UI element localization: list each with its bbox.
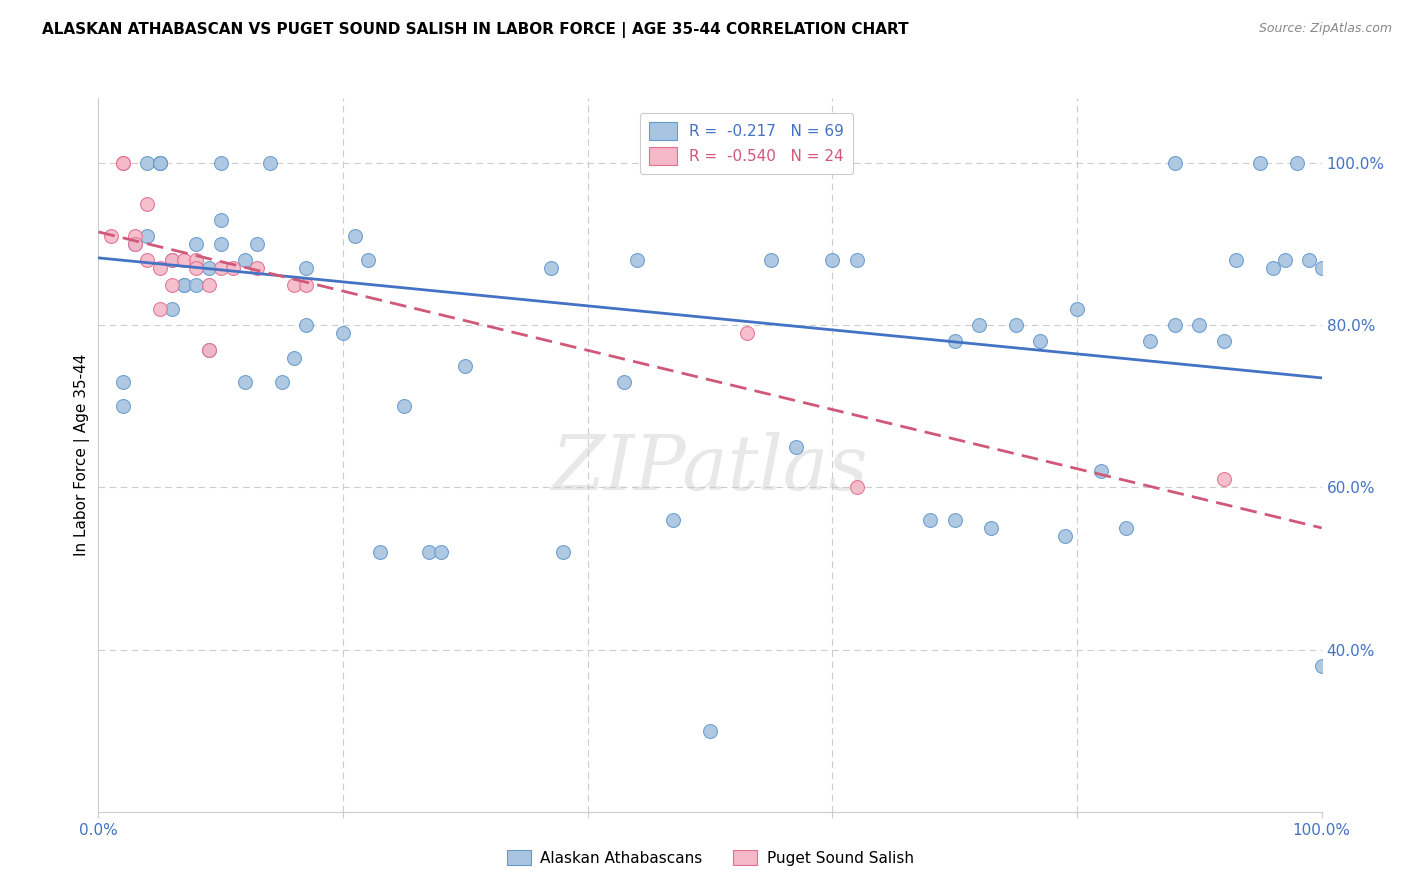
- Point: [1164, 156, 1187, 170]
- Point: [173, 277, 195, 292]
- Point: [197, 261, 219, 276]
- Point: [430, 545, 453, 559]
- Point: [626, 253, 648, 268]
- Point: [197, 277, 219, 292]
- Point: [295, 261, 318, 276]
- Point: [173, 253, 195, 268]
- Point: [332, 326, 354, 341]
- Text: ZIPatlas: ZIPatlas: [551, 433, 869, 506]
- Point: [1139, 334, 1161, 349]
- Point: [111, 156, 134, 170]
- Point: [980, 521, 1002, 535]
- Point: [1225, 253, 1247, 268]
- Point: [1164, 318, 1187, 333]
- Legend: Alaskan Athabascans, Puget Sound Salish: Alaskan Athabascans, Puget Sound Salish: [501, 844, 920, 871]
- Point: [209, 212, 232, 227]
- Point: [295, 277, 318, 292]
- Point: [136, 253, 159, 268]
- Point: [259, 156, 281, 170]
- Point: [943, 334, 966, 349]
- Point: [1090, 464, 1112, 478]
- Point: [111, 399, 134, 413]
- Text: Source: ZipAtlas.com: Source: ZipAtlas.com: [1258, 22, 1392, 36]
- Text: ALASKAN ATHABASCAN VS PUGET SOUND SALISH IN LABOR FORCE | AGE 35-44 CORRELATION : ALASKAN ATHABASCAN VS PUGET SOUND SALISH…: [42, 22, 908, 38]
- Point: [540, 261, 562, 276]
- Point: [1261, 261, 1284, 276]
- Point: [160, 277, 183, 292]
- Point: [418, 545, 440, 559]
- Point: [1274, 253, 1296, 268]
- Point: [186, 237, 208, 252]
- Point: [821, 253, 844, 268]
- Point: [1188, 318, 1211, 333]
- Point: [124, 237, 146, 252]
- Point: [662, 513, 685, 527]
- Point: [1066, 301, 1088, 316]
- Point: [454, 359, 477, 373]
- Point: [1115, 521, 1137, 535]
- Point: [197, 343, 219, 357]
- Point: [845, 253, 868, 268]
- Point: [233, 253, 256, 268]
- Point: [197, 343, 219, 357]
- Point: [209, 261, 232, 276]
- Point: [186, 261, 208, 276]
- Point: [368, 545, 391, 559]
- Point: [1310, 658, 1333, 673]
- Point: [100, 229, 122, 244]
- Y-axis label: In Labor Force | Age 35-44: In Labor Force | Age 35-44: [75, 354, 90, 556]
- Point: [920, 513, 942, 527]
- Point: [344, 229, 367, 244]
- Point: [136, 156, 159, 170]
- Point: [283, 277, 305, 292]
- Point: [270, 375, 294, 389]
- Point: [111, 375, 134, 389]
- Point: [173, 277, 195, 292]
- Point: [785, 440, 807, 454]
- Point: [160, 253, 183, 268]
- Point: [186, 277, 208, 292]
- Point: [124, 229, 146, 244]
- Point: [1286, 156, 1309, 170]
- Point: [149, 156, 172, 170]
- Point: [209, 156, 232, 170]
- Point: [149, 156, 172, 170]
- Point: [160, 301, 183, 316]
- Point: [613, 375, 636, 389]
- Point: [1249, 156, 1271, 170]
- Point: [233, 375, 256, 389]
- Point: [1004, 318, 1026, 333]
- Point: [246, 237, 269, 252]
- Point: [246, 261, 269, 276]
- Point: [1053, 529, 1076, 543]
- Point: [967, 318, 990, 333]
- Point: [1212, 334, 1234, 349]
- Point: [149, 261, 172, 276]
- Point: [699, 723, 721, 738]
- Point: [761, 253, 783, 268]
- Point: [149, 156, 172, 170]
- Point: [124, 237, 146, 252]
- Point: [222, 261, 245, 276]
- Point: [735, 326, 758, 341]
- Point: [186, 253, 208, 268]
- Point: [136, 229, 159, 244]
- Point: [1212, 472, 1234, 486]
- Point: [1310, 261, 1333, 276]
- Point: [111, 156, 134, 170]
- Point: [392, 399, 416, 413]
- Point: [295, 318, 318, 333]
- Point: [1029, 334, 1052, 349]
- Point: [149, 301, 172, 316]
- Point: [160, 253, 183, 268]
- Point: [943, 513, 966, 527]
- Point: [845, 480, 868, 494]
- Point: [553, 545, 575, 559]
- Point: [1298, 253, 1320, 268]
- Point: [356, 253, 378, 268]
- Point: [283, 351, 305, 365]
- Point: [136, 196, 159, 211]
- Point: [209, 237, 232, 252]
